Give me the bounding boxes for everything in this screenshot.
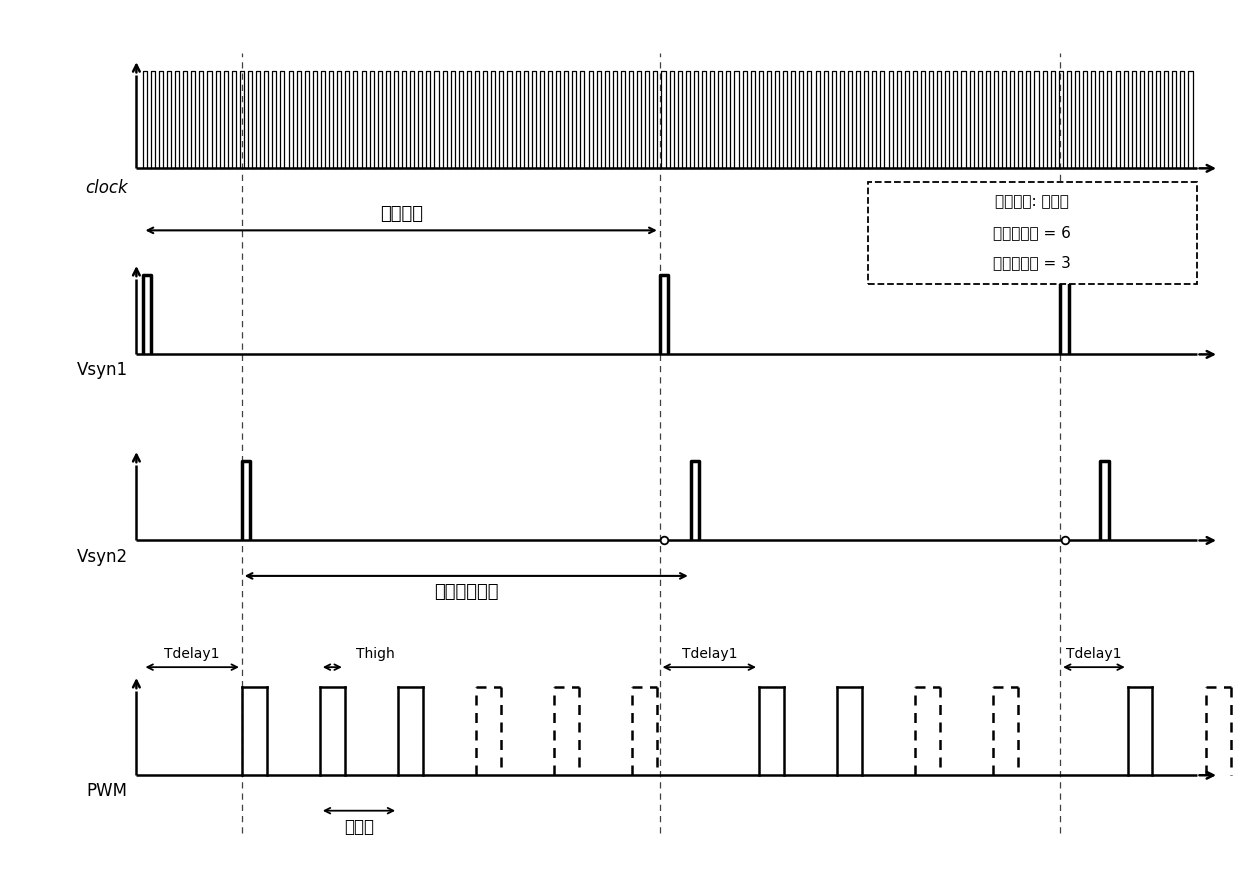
Text: Tdelay1: Tdelay1 — [165, 647, 219, 661]
Text: clock: clock — [86, 179, 128, 197]
Text: 同步周期: 同步周期 — [379, 206, 423, 223]
FancyBboxPatch shape — [868, 182, 1197, 284]
Text: 对齐模式: 头对齐: 对齐模式: 头对齐 — [996, 195, 1069, 209]
Text: 子周期: 子周期 — [343, 818, 374, 835]
Text: PWM: PWM — [87, 782, 128, 800]
Text: 第二脉冲数 = 3: 第二脉冲数 = 3 — [993, 256, 1071, 270]
Text: Tdelay1: Tdelay1 — [682, 647, 737, 661]
Text: 延时同步周期: 延时同步周期 — [434, 583, 498, 601]
Text: 第一脉冲数 = 6: 第一脉冲数 = 6 — [993, 225, 1071, 240]
Text: Thigh: Thigh — [356, 647, 396, 661]
Text: Vsyn2: Vsyn2 — [77, 548, 128, 565]
Text: Vsyn1: Vsyn1 — [77, 361, 128, 379]
Text: Tdelay1: Tdelay1 — [1066, 647, 1122, 661]
